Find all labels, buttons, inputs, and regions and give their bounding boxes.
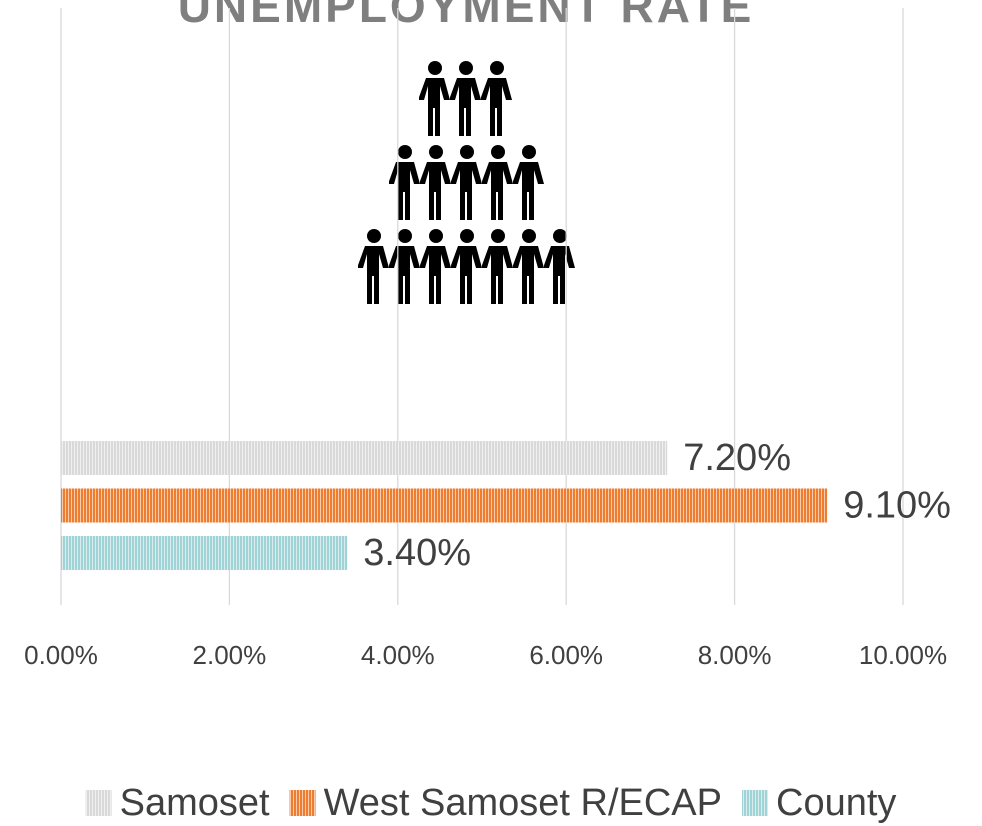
- legend-swatch: [85, 790, 112, 816]
- x-tick-label: 6.00%: [529, 640, 603, 670]
- chart-title: UNEMPLOYMENT RATE: [178, 0, 755, 32]
- legend-item: West Samoset R/ECAP: [289, 782, 722, 824]
- bar: [61, 441, 668, 475]
- x-tick-label: 0.00%: [24, 640, 98, 670]
- data-label: 7.20%: [683, 437, 791, 479]
- x-tick-label: 4.00%: [361, 640, 435, 670]
- bar: [61, 488, 828, 523]
- bar: [61, 536, 348, 570]
- legend-label: Samoset: [120, 782, 270, 824]
- legend-item: Samoset: [85, 782, 270, 824]
- data-label: 9.10%: [843, 485, 951, 527]
- data-label: 3.40%: [363, 532, 471, 574]
- people-icon: [358, 61, 575, 304]
- legend-swatch: [289, 790, 316, 816]
- legend-item: County: [742, 782, 896, 824]
- x-tick-label: 2.00%: [193, 640, 267, 670]
- x-tick-label: 8.00%: [698, 640, 772, 670]
- legend-swatch: [742, 790, 768, 816]
- x-tick-label: 10.00%: [859, 640, 947, 670]
- legend-label: West Samoset R/ECAP: [324, 782, 722, 824]
- legend-label: County: [776, 782, 896, 824]
